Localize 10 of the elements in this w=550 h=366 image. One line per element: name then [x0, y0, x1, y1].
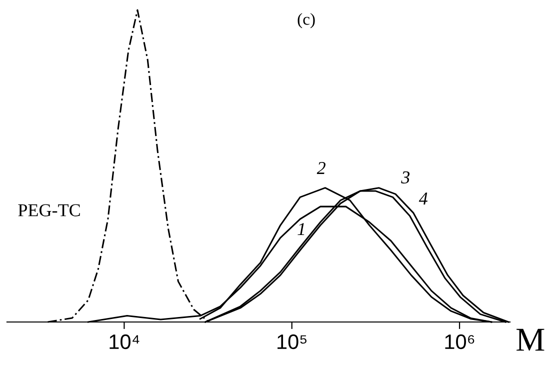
series-label: PEG-TC: [18, 204, 80, 216]
x-tick-label: 10⁴: [110, 334, 140, 350]
x-axis-title: M: [516, 328, 544, 351]
series-label: 4: [418, 192, 428, 204]
chart-title: (c): [298, 13, 315, 28]
series-label: 2: [316, 162, 326, 174]
series-label: 3: [401, 171, 410, 184]
x-tick-label: 10⁵: [278, 334, 306, 350]
series-label: 1: [298, 223, 304, 235]
x-tick-label: 10⁶: [445, 334, 474, 350]
